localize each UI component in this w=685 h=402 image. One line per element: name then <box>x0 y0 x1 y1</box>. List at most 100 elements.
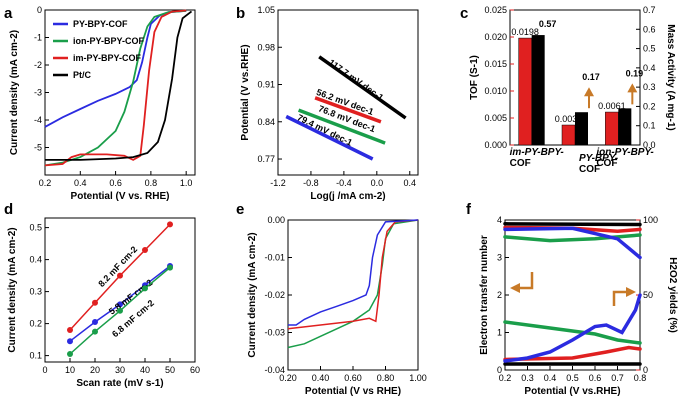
x-tick-label: 0.8 <box>634 373 647 383</box>
y-tick-label: 0 <box>497 365 502 375</box>
y2-tick-label: 50 <box>643 290 653 300</box>
series-line-1 <box>287 219 419 330</box>
x-tick-label: 1.0 <box>180 178 193 188</box>
y-axis-label: Current density (mA cm-2) <box>247 232 258 357</box>
y-axis-label: Electron transfer number <box>479 235 490 355</box>
x-axis-label: Potential (V vs.RHE) <box>524 386 620 397</box>
series-line-0 <box>287 219 419 349</box>
x-tick-label: 0.80 <box>377 373 395 383</box>
arrow-left-head-icon <box>510 283 520 293</box>
x-axis-label: Potential (V vs RHE) <box>305 386 401 397</box>
panel-letter-e: e <box>236 201 244 218</box>
x-tick-label: 0.2 <box>39 178 52 188</box>
category-label-cont: COF <box>579 164 600 175</box>
mass-activity-value-label: 0.19 <box>626 68 644 78</box>
y2-tick-label: 0.7 <box>643 5 656 15</box>
tof-bar <box>518 37 532 146</box>
series-line-0 <box>503 222 642 227</box>
y-axis-label: Current density (mA cm-2) <box>9 30 20 155</box>
x-tick-label: 30 <box>115 365 125 375</box>
tof-value-label: 0.0037 <box>555 114 583 124</box>
arrow-right-head-icon <box>626 287 636 297</box>
y-tick-label: 0.2 <box>29 319 42 329</box>
y-tick-label: -0.03 <box>264 328 285 338</box>
tof-value-label: 0.0198 <box>511 27 539 37</box>
data-point <box>117 301 123 308</box>
tafel-line-0 <box>318 55 407 120</box>
tafel-line-1 <box>314 96 382 124</box>
mass-activity-bar <box>531 35 545 146</box>
y-tick-label: 1.05 <box>257 5 275 15</box>
x-tick-label: 10 <box>65 365 75 375</box>
y-tick-label: -0.01 <box>264 253 285 263</box>
x-tick-label: 0.4 <box>544 373 557 383</box>
y-tick-label: 0.00 <box>267 215 285 225</box>
series-line-2 <box>288 219 419 326</box>
legend-label: im-PY-BPY-COF <box>73 53 142 63</box>
data-point <box>92 319 98 325</box>
series-line-1 <box>44 9 187 167</box>
y-tick-label: 0.4 <box>29 255 42 265</box>
y-axis-label: Potential (V vs.RHE) <box>240 44 251 140</box>
y-tick-label: 0.020 <box>484 32 507 42</box>
y2-tick-label: 100 <box>643 215 658 225</box>
series-line-7 <box>503 293 642 363</box>
tof-bar <box>605 111 619 146</box>
category-label: ion-PY-BPY- <box>596 147 654 158</box>
y2-axis-label: Mass Activity (A mg-1) <box>665 24 676 131</box>
x-tick-label: 0.6 <box>109 178 122 188</box>
y-tick-label: 0.1 <box>29 351 42 361</box>
series-line-5 <box>503 345 642 362</box>
x-axis-label: Log(j /mA cm-2) <box>310 191 385 202</box>
mass-activity-bar <box>575 112 588 145</box>
x-tick-label: 0.5 <box>566 373 579 383</box>
x-tick-label: -0.8 <box>303 178 319 188</box>
tof-value-label: 0.0061 <box>598 101 626 111</box>
y2-tick-label: 0.4 <box>643 63 656 73</box>
series-line-2 <box>503 233 642 243</box>
y-tick-label: -3 <box>34 88 42 98</box>
panel-letter-f: f <box>466 201 472 218</box>
x-tick-label: 0.7 <box>611 373 624 383</box>
arrow-head-icon <box>584 87 594 97</box>
panel-letter-d: d <box>4 201 13 218</box>
legend-label: Pt/C <box>73 70 92 80</box>
x-tick-label: 1.00 <box>409 373 427 383</box>
y-tick-label: -0.02 <box>264 290 285 300</box>
data-point <box>142 285 148 292</box>
data-point <box>142 247 148 253</box>
x-tick-label: 0 <box>42 365 47 375</box>
y-tick-label: -1 <box>34 33 42 43</box>
x-tick-label: 0.8 <box>145 178 158 188</box>
y-tick-label: -4 <box>34 115 42 125</box>
y-tick-label: 2 <box>497 290 502 300</box>
panel-letter-a: a <box>4 5 13 22</box>
y2-tick-label: 0.6 <box>643 24 656 34</box>
y-tick-label: 1 <box>497 328 502 338</box>
y2-tick-label: 0.2 <box>643 101 656 111</box>
y-tick-label: -0.04 <box>264 365 285 375</box>
data-point <box>92 328 98 335</box>
panel-c: 0.000 0.005 0.010 0.015 0.020 0.025 0.0 0.1 0.2 0… <box>469 5 676 175</box>
x-tick-label: -1.2 <box>270 178 286 188</box>
x-tick-label: 60 <box>190 365 200 375</box>
category-label-cont: COF <box>510 158 531 169</box>
series-line-3 <box>503 226 642 260</box>
mass-activity-bar <box>618 108 632 145</box>
plot-frame <box>277 9 419 176</box>
y-tick-label: -5 <box>34 143 42 153</box>
x-tick-label: 40 <box>140 365 150 375</box>
y-tick-label: -2 <box>34 60 42 70</box>
panel-b: -1.2 -0.8 -0.4 0.0 0.41.050.980.910.840.7711… <box>240 5 419 202</box>
x-tick-label: 0.3 <box>521 373 534 383</box>
arrow-right-icon <box>612 290 628 306</box>
data-point <box>67 338 73 345</box>
plot-frame <box>287 219 419 371</box>
panel-e: 0.20 0.40 0.60 0.80 1.00 0.00 -0.01 -0.02 -0.03 -… <box>247 215 427 397</box>
x-tick-label: -0.4 <box>336 178 352 188</box>
arrow-left-icon <box>518 272 534 290</box>
y2-tick-label: 0 <box>643 365 648 375</box>
x-tick-label: 0.4 <box>74 178 87 188</box>
x-axis-label: Potential (V vs. RHE) <box>71 191 170 202</box>
data-point <box>67 351 73 357</box>
